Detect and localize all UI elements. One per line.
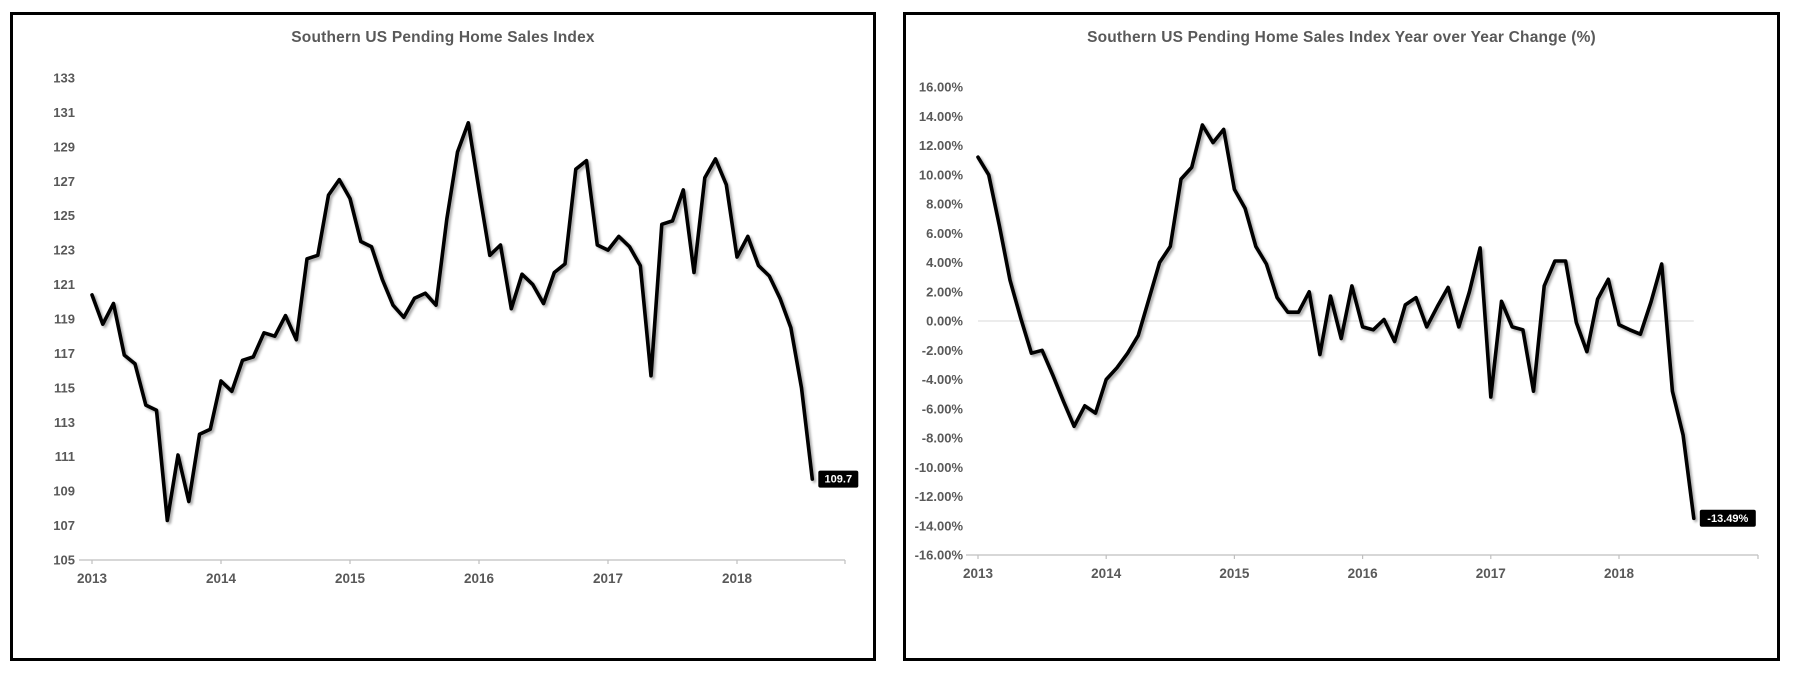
y-axis-tick-label: 6.00% — [926, 226, 963, 241]
y-axis-tick-label: 125 — [53, 208, 75, 223]
x-axis-year-label: 2013 — [77, 571, 108, 586]
x-axis-year-label: 2017 — [1476, 566, 1506, 581]
y-axis-tick-label: -12.00% — [915, 489, 964, 504]
y-axis-tick-label: -4.00% — [922, 372, 964, 387]
x-axis-year-label: 2018 — [1604, 566, 1635, 581]
pending-home-sales-index-chart-panel: Southern US Pending Home Sales Index 133… — [10, 12, 876, 661]
x-axis-year-label: 2014 — [206, 571, 237, 586]
y-axis-tick-label: -8.00% — [922, 431, 964, 446]
x-axis-year-label: 2015 — [1219, 566, 1250, 581]
right-chart-title: Southern US Pending Home Sales Index Yea… — [1087, 29, 1596, 46]
last-value-label-box — [818, 470, 859, 488]
y-axis-tick-label: 105 — [53, 553, 75, 568]
y-axis-tick-label: 8.00% — [926, 197, 963, 212]
y-axis-tick-label: 10.00% — [919, 167, 964, 182]
y-axis-tick-label: 117 — [54, 346, 75, 361]
y-axis-tick-label: 16.00% — [919, 80, 964, 95]
y-axis-tick-label: 14.00% — [919, 109, 964, 124]
series-line — [976, 123, 1696, 521]
series-line — [90, 121, 815, 523]
y-axis-tick-label: 111 — [55, 449, 75, 464]
y-axis-tick-label: 0.00% — [926, 314, 963, 329]
x-axis-year-label: 2015 — [335, 571, 366, 586]
x-axis-year-label: 2016 — [1348, 566, 1379, 581]
y-axis-tick-label: 109 — [53, 484, 75, 499]
y-axis-tick-label: 121 — [53, 277, 75, 292]
x-axis-year-label: 2016 — [464, 571, 495, 586]
last-value-label: -13.49% — [1707, 513, 1748, 525]
yoy-change-line-plot: 16.00% 14.00% 12.00% 10.00% 8.00% 6.00% 4.00% 2… — [915, 80, 1759, 581]
y-axis-tick-label: 131 — [53, 105, 75, 120]
y-axis-tick-label: 113 — [54, 415, 75, 430]
y-axis-tick-label: 127 — [53, 174, 75, 189]
yoy-change-chart-panel: Southern US Pending Home Sales Index Yea… — [903, 12, 1780, 661]
x-axis-year-label: 2014 — [1091, 566, 1122, 581]
y-axis-tick-label: 4.00% — [926, 255, 963, 270]
y-axis-tick-label: -2.00% — [922, 343, 964, 358]
y-axis-tick-label: 107 — [53, 518, 75, 533]
y-axis-tick-label: -10.00% — [915, 460, 964, 475]
x-axis-year-label: 2017 — [593, 571, 623, 586]
last-value-label-box — [1699, 509, 1756, 527]
y-axis-tick-label: 133 — [53, 71, 75, 86]
y-axis-tick-label: 123 — [53, 243, 75, 258]
y-axis-tick-label: 119 — [54, 312, 75, 327]
left-chart-title: Southern US Pending Home Sales Index — [291, 29, 595, 46]
y-axis-tick-label: 129 — [53, 139, 75, 154]
y-axis-tick-label: 2.00% — [926, 284, 963, 299]
last-value-label: 109.7 — [825, 474, 853, 486]
y-axis-tick-label: -6.00% — [922, 401, 964, 416]
x-axis-year-label: 2013 — [963, 566, 994, 581]
x-axis-year-label: 2018 — [722, 571, 753, 586]
y-axis-tick-label: 12.00% — [919, 138, 964, 153]
y-axis-tick-label: 115 — [54, 380, 75, 395]
pending-home-sales-index-line-plot: 133 131 129 127 125 123 121 119 117 115 113 111 109 1… — [53, 71, 859, 586]
y-axis-tick-label: -14.00% — [915, 518, 964, 533]
y-axis-tick-label: -16.00% — [915, 548, 964, 563]
